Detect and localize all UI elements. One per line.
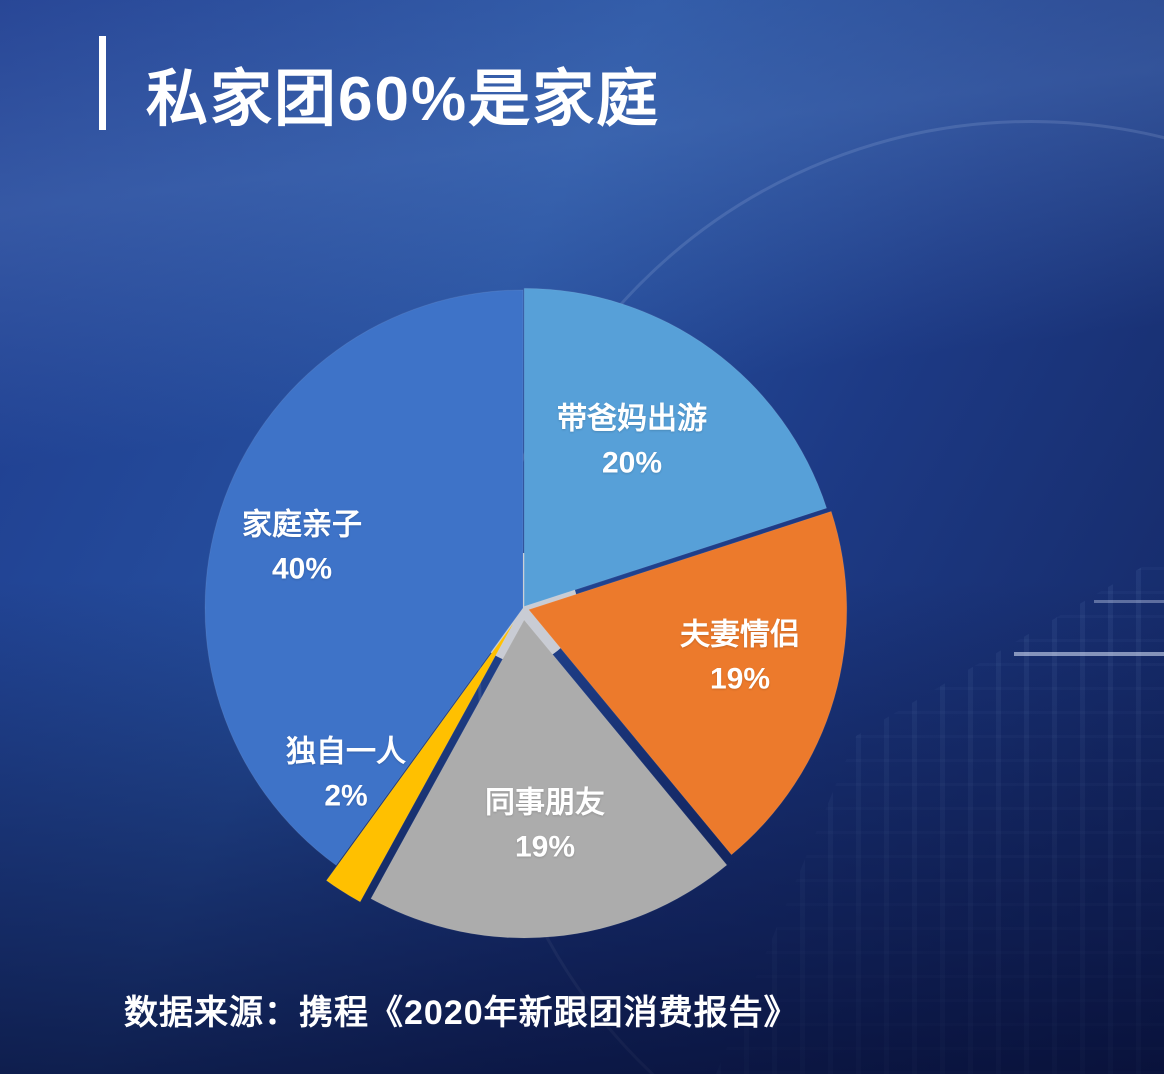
data-source-text: 数据来源：携程《2020年新跟团消费报告》 [124,994,799,1032]
slice-name: 独自一人 [286,735,406,769]
pie-label-couples: 夫妻情侣 19% [680,614,800,701]
pie-label-parents-trip: 带爸妈出游 20% [557,398,707,485]
slice-name: 带爸妈出游 [557,402,707,436]
pie-slice-1 [527,510,848,856]
pie-slice-2 [370,619,728,939]
pie-slice-0 [523,287,828,608]
pie-label-family-kids: 家庭亲子 40% [242,504,362,591]
slice-name: 夫妻情侣 [680,618,800,652]
slice-percent: 2% [324,779,368,812]
slice-percent: 19% [709,662,771,695]
page-title: 私家团60%是家庭 [146,65,661,134]
pie-label-solo: 独自一人 2% [286,731,406,818]
pie-slice-4 [204,289,524,866]
slice-percent: 19% [514,830,576,863]
slice-name: 家庭亲子 [242,508,362,542]
pie-slice-3 [325,622,514,903]
slice-percent: 40% [271,552,333,585]
title-accent-bar [99,36,106,130]
slice-name: 同事朋友 [485,786,605,820]
slice-percent: 20% [601,446,663,479]
pie-label-colleagues-friends: 同事朋友 19% [485,782,605,869]
